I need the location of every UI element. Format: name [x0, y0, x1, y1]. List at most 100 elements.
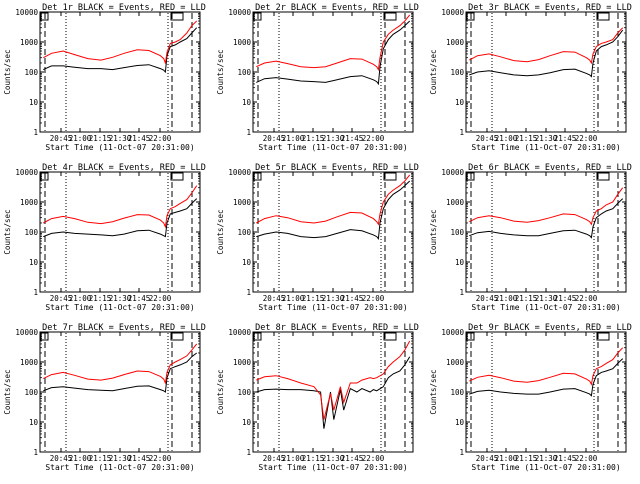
x-tick-label: 20:45 — [50, 134, 73, 143]
y-tick-label: 1000 — [233, 198, 252, 207]
x-tick-label: 21:15 — [515, 134, 538, 143]
x-tick-label: 21:15 — [515, 294, 538, 303]
y-tick-label: 10000 — [228, 328, 251, 337]
axes-frame — [39, 331, 201, 453]
x-tick-label: 21:45 — [341, 454, 364, 463]
x-tick-label: 21:45 — [554, 294, 577, 303]
flag-box — [40, 172, 49, 181]
y-axis-label: Counts/sec — [3, 369, 12, 414]
x-tick-label: 20:45 — [50, 454, 73, 463]
x-tick-label: 22:00 — [575, 294, 598, 303]
axes-frame — [465, 331, 627, 453]
y-tick-label: 1000 — [446, 358, 465, 367]
flag-box — [596, 172, 610, 181]
panel-title: Det 2r BLACK = Events, RED = LLD — [255, 3, 419, 13]
x-tick-label: 22:00 — [149, 294, 172, 303]
y-tick-label: 100 — [237, 228, 251, 237]
events-series-line — [256, 180, 411, 240]
x-tick-label: 20:45 — [263, 294, 286, 303]
x-tick-label: 21:00 — [282, 134, 305, 143]
x-axis-label: Start Time (11-Oct-07 20:31:00) — [45, 463, 194, 472]
y-axis-label: Counts/sec — [429, 209, 438, 254]
y-tick-label: 100 — [24, 388, 38, 397]
x-tick-label: 21:30 — [109, 294, 132, 303]
y-tick-label: 1 — [459, 128, 464, 137]
y-tick-label: 10 — [242, 98, 252, 107]
y-tick-label: 1 — [246, 128, 251, 137]
flag-box — [170, 172, 184, 181]
y-tick-label: 10 — [455, 418, 465, 427]
y-axis-label: Counts/sec — [3, 209, 12, 254]
y-tick-label: 100 — [450, 388, 464, 397]
x-tick-label: 21:00 — [282, 294, 305, 303]
x-tick-label: 20:45 — [263, 134, 286, 143]
flag-box — [253, 172, 262, 181]
lld-series-line — [469, 347, 624, 386]
events-series-line — [256, 20, 411, 86]
flag-box — [466, 12, 475, 21]
x-tick-label: 20:45 — [476, 134, 499, 143]
x-tick-label: 21:30 — [322, 294, 345, 303]
y-tick-label: 100 — [24, 228, 38, 237]
x-tick-label: 21:00 — [495, 294, 518, 303]
y-tick-label: 10 — [242, 418, 252, 427]
x-tick-label: 21:30 — [535, 134, 558, 143]
detector-panel: Det 1r BLACK = Events, RED = LLD 1 10 100 10… — [3, 3, 206, 152]
y-tick-label: 10000 — [15, 168, 38, 177]
detector-panel: Det 7r BLACK = Events, RED = LLD 1 10 100 10… — [3, 323, 206, 472]
y-tick-label: 10000 — [15, 328, 38, 337]
x-tick-label: 21:00 — [282, 454, 305, 463]
y-tick-label: 10000 — [228, 168, 251, 177]
x-tick-label: 21:30 — [109, 134, 132, 143]
x-axis-label: Start Time (11-Oct-07 20:31:00) — [258, 143, 407, 152]
flag-box — [40, 332, 49, 341]
x-tick-label: 22:00 — [149, 134, 172, 143]
events-series-line — [469, 29, 624, 78]
x-axis-label: Start Time (11-Oct-07 20:31:00) — [258, 303, 407, 312]
flag-box — [596, 332, 610, 341]
y-tick-label: 1 — [33, 128, 38, 137]
y-tick-label: 10000 — [441, 168, 464, 177]
x-tick-label: 22:00 — [362, 454, 385, 463]
flag-box — [466, 172, 475, 181]
x-tick-label: 20:45 — [476, 454, 499, 463]
y-axis-label: Counts/sec — [429, 369, 438, 414]
y-axis-label: Counts/sec — [216, 49, 225, 94]
flag-box — [253, 12, 262, 21]
y-tick-label: 10 — [29, 258, 39, 267]
y-tick-label: 1000 — [233, 38, 252, 47]
lld-series-line — [256, 174, 411, 226]
x-tick-label: 21:15 — [89, 134, 112, 143]
y-tick-label: 10000 — [441, 328, 464, 337]
events-series-line — [43, 27, 198, 74]
x-tick-label: 22:00 — [575, 134, 598, 143]
y-tick-label: 1000 — [20, 358, 39, 367]
x-tick-label: 21:00 — [495, 454, 518, 463]
y-tick-label: 10000 — [441, 8, 464, 17]
y-tick-label: 10000 — [228, 8, 251, 17]
panel-title: Det 4r BLACK = Events, RED = LLD — [42, 163, 206, 173]
x-tick-label: 20:45 — [263, 454, 286, 463]
flag-box — [383, 172, 397, 181]
panel-title: Det 8r BLACK = Events, RED = LLD — [255, 323, 419, 333]
x-tick-label: 21:30 — [322, 134, 345, 143]
x-tick-label: 21:45 — [554, 454, 577, 463]
x-tick-label: 22:00 — [362, 294, 385, 303]
y-tick-label: 1000 — [446, 198, 465, 207]
x-axis-label: Start Time (11-Oct-07 20:31:00) — [258, 463, 407, 472]
panel-title: Det 5r BLACK = Events, RED = LLD — [255, 163, 419, 173]
events-series-line — [469, 198, 624, 239]
flag-box — [466, 332, 475, 341]
panel-title: Det 9r BLACK = Events, RED = LLD — [468, 323, 632, 333]
y-tick-label: 1000 — [20, 198, 39, 207]
y-tick-label: 100 — [237, 388, 251, 397]
detector-panel: Det 9r BLACK = Events, RED = LLD 1 10 100 10… — [429, 323, 632, 472]
axes-frame — [465, 11, 627, 133]
y-tick-label: 1 — [459, 448, 464, 457]
detector-panel: Det 6r BLACK = Events, RED = LLD 1 10 100 10… — [429, 163, 632, 312]
x-tick-label: 21:30 — [322, 454, 345, 463]
x-tick-label: 21:45 — [128, 134, 151, 143]
panel-title: Det 1r BLACK = Events, RED = LLD — [42, 3, 206, 13]
events-series-line — [256, 356, 411, 429]
